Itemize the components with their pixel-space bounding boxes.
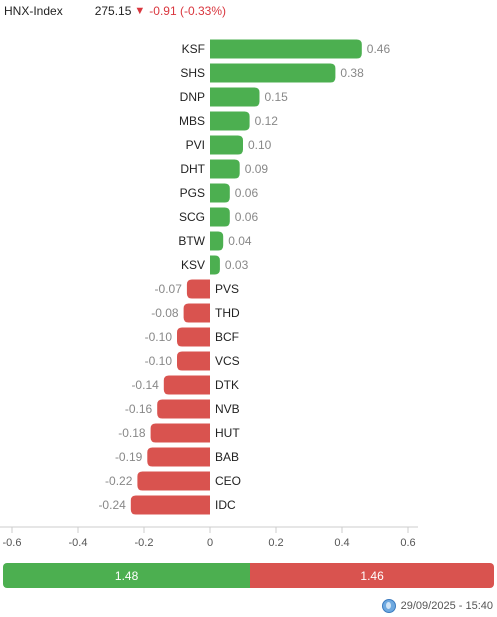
value-label: 0.06 (235, 210, 259, 224)
bar-dtk (163, 375, 210, 395)
negative-total-segment: 1.46 (250, 563, 494, 588)
x-tick-label: 0.4 (334, 537, 349, 549)
value-label: -0.07 (155, 282, 183, 296)
bar-nvb (157, 399, 210, 419)
category-label: PGS (180, 186, 205, 200)
category-label: NVB (215, 402, 240, 416)
bar-idc (130, 495, 210, 515)
bar-pgs (210, 183, 230, 203)
down-arrow-icon: ▼ (134, 5, 146, 17)
category-label: BAB (215, 450, 239, 464)
x-tick-label: -0.2 (135, 537, 154, 549)
category-label: HUT (215, 426, 240, 440)
x-tick-label: 0 (207, 537, 213, 549)
bar-thd (183, 303, 210, 323)
value-label: 0.06 (235, 186, 259, 200)
negative-total-label: 1.46 (360, 568, 384, 583)
bar-ksv (210, 255, 220, 275)
bar-shs (210, 63, 336, 83)
x-tick-label: -0.4 (69, 537, 88, 549)
index-change: -0.91 (-0.33%) (149, 4, 226, 18)
index-name: HNX-Index (4, 4, 63, 18)
category-label: MBS (179, 114, 205, 128)
value-label: 0.38 (340, 66, 364, 80)
bar-ksf (210, 39, 362, 59)
value-label: 0.15 (265, 90, 289, 104)
contribution-bar-chart: KSF 0.46 SHS 0.38 DNP 0.15 MBS 0.12 PVI 0.10 DHT 0.… (0, 39, 418, 549)
category-label: BCF (215, 330, 239, 344)
bar-pvs (186, 279, 210, 299)
category-label: SCG (179, 210, 205, 224)
x-tick-label: -0.6 (3, 537, 22, 549)
bar-btw (210, 231, 224, 251)
value-label: 0.04 (228, 234, 252, 248)
value-label: -0.19 (115, 450, 143, 464)
value-label: 0.46 (367, 42, 391, 56)
bar-mbs (210, 111, 250, 131)
category-label: SHS (180, 66, 205, 80)
x-tick-label: 0.6 (400, 537, 415, 549)
category-label: DTK (215, 378, 239, 392)
value-label: 0.03 (225, 258, 249, 272)
bar-bab (147, 447, 210, 467)
category-label: CEO (215, 474, 241, 488)
index-header: HNX-Index 275.15 ▼ -0.91 (-0.33%) (4, 3, 226, 19)
bar-vcs (177, 351, 210, 371)
value-label: -0.24 (98, 498, 126, 512)
value-label: -0.10 (145, 354, 173, 368)
category-label: IDC (215, 498, 236, 512)
bar-scg (210, 207, 230, 227)
value-label: 0.12 (255, 114, 279, 128)
x-tick-label: 0.2 (268, 537, 283, 549)
footer: 29/09/2025 - 15:40 (381, 598, 493, 614)
timestamp: 29/09/2025 - 15:40 (400, 600, 493, 612)
value-label: -0.16 (125, 402, 153, 416)
bar-pvi (210, 135, 243, 155)
globe-icon (381, 599, 396, 613)
summary-bar: 1.48 1.46 (3, 563, 494, 588)
value-label: -0.18 (118, 426, 146, 440)
bar-hut (150, 423, 210, 443)
value-label: -0.10 (145, 330, 173, 344)
category-label: BTW (178, 234, 205, 248)
category-label: THD (215, 306, 240, 320)
value-label: -0.14 (131, 378, 159, 392)
category-label: KSF (182, 42, 205, 56)
value-label: 0.10 (248, 138, 272, 152)
bar-dht (210, 159, 240, 179)
category-label: PVS (215, 282, 239, 296)
value-label: -0.08 (151, 306, 179, 320)
value-label: -0.22 (105, 474, 133, 488)
positive-total-segment: 1.48 (3, 563, 251, 588)
bar-dnp (210, 87, 260, 107)
category-label: KSV (181, 258, 205, 272)
positive-total-label: 1.48 (114, 568, 139, 583)
category-label: DHT (180, 162, 205, 176)
index-value: 275.15 (94, 4, 132, 18)
value-label: 0.09 (245, 162, 269, 176)
bar-ceo (137, 471, 210, 491)
category-label: VCS (215, 354, 240, 368)
bar-bcf (177, 327, 210, 347)
category-label: PVI (186, 138, 205, 152)
category-label: DNP (180, 90, 205, 104)
